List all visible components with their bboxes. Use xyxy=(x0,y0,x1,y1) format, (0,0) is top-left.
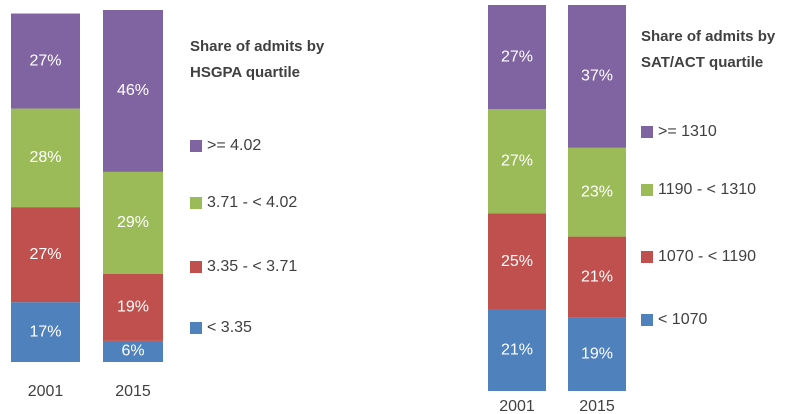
data-label: 37% xyxy=(581,68,613,85)
x-tick-label: 2015 xyxy=(579,398,615,414)
bar-segment xyxy=(103,171,163,274)
legend-swatch xyxy=(190,140,202,152)
bar-segment xyxy=(488,309,546,391)
data-label: 28% xyxy=(29,149,61,166)
data-label: 21% xyxy=(581,268,613,285)
legend-title: Share of admits by HSGPA quartile xyxy=(190,38,325,81)
legend-swatch xyxy=(190,322,202,334)
bar-segment xyxy=(103,340,163,362)
legend-swatch xyxy=(190,261,202,273)
bar-segment xyxy=(11,108,80,208)
legend-label: >= 1310 xyxy=(658,123,717,140)
legend-swatch xyxy=(190,197,202,209)
data-label: 23% xyxy=(581,183,613,200)
bar-segment xyxy=(568,317,626,391)
legend-swatch xyxy=(641,126,653,138)
data-label: 29% xyxy=(117,214,149,231)
bar-segment xyxy=(103,274,163,341)
legend-label: 3.71 - < 4.02 xyxy=(207,194,297,211)
data-label: 21% xyxy=(501,342,533,359)
bar-segment xyxy=(11,13,80,109)
legend-label: < 1070 xyxy=(658,311,707,328)
bar-segment xyxy=(11,207,80,303)
bar-segment xyxy=(488,109,546,214)
x-tick-label: 2001 xyxy=(28,383,64,400)
bar-segment xyxy=(11,302,80,362)
data-label: 27% xyxy=(29,246,61,263)
legend-label: 3.35 - < 3.71 xyxy=(207,258,297,275)
legend-label: < 3.35 xyxy=(207,319,252,336)
data-label: 27% xyxy=(501,48,533,65)
data-label: 19% xyxy=(581,346,613,363)
legend-label: 1190 - < 1310 xyxy=(658,181,756,198)
legend-swatch xyxy=(641,314,653,326)
data-label: 25% xyxy=(501,253,533,270)
legend-swatch xyxy=(641,251,653,263)
bar-segment xyxy=(103,10,163,172)
legend-label: 1070 - < 1190 xyxy=(658,248,756,265)
x-tick-label: 2015 xyxy=(115,383,151,400)
legend-swatch xyxy=(641,184,653,196)
data-label: 19% xyxy=(117,299,149,316)
data-label: 27% xyxy=(501,153,533,170)
data-label: 17% xyxy=(29,323,61,340)
bar-segment xyxy=(568,5,626,148)
x-tick-label: 2001 xyxy=(499,398,535,414)
bar-segment xyxy=(568,236,626,318)
bar-segment xyxy=(488,5,546,110)
data-label: 27% xyxy=(29,52,61,69)
data-label: 6% xyxy=(121,343,144,360)
legend-label: >= 4.02 xyxy=(207,137,261,154)
bar-segment xyxy=(568,147,626,237)
bar-segment xyxy=(488,213,546,310)
legend-title: Share of admits by SAT/ACT quartile xyxy=(641,28,776,71)
data-label: 46% xyxy=(117,82,149,99)
